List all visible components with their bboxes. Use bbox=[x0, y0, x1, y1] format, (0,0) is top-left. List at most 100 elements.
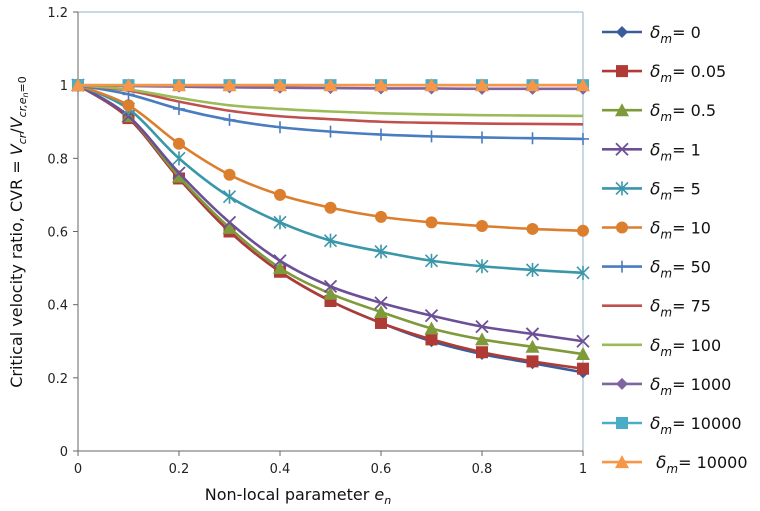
data-point bbox=[172, 78, 186, 92]
data-point bbox=[424, 253, 439, 268]
x-axis-ticks: 0 0.2 0.4 0.6 0.8 1 bbox=[74, 451, 587, 477]
legend-item: δm= 0.5 bbox=[602, 101, 716, 124]
data-point bbox=[616, 65, 628, 78]
data-point bbox=[425, 333, 438, 346]
data-point bbox=[323, 78, 338, 92]
y-tick-label: 1.2 bbox=[47, 6, 68, 21]
legend-label: δm= 50 bbox=[650, 258, 711, 281]
data-point bbox=[323, 279, 338, 294]
data-point bbox=[223, 168, 236, 181]
legend-item: δm= 10000 bbox=[602, 453, 748, 476]
data-point bbox=[615, 181, 629, 196]
data-point bbox=[173, 102, 185, 115]
data-point bbox=[476, 131, 488, 144]
data-point bbox=[374, 304, 388, 318]
data-point bbox=[526, 222, 539, 235]
data-point bbox=[222, 189, 237, 204]
x-tick-label: 0.6 bbox=[371, 462, 392, 477]
data-point bbox=[424, 321, 439, 335]
data-point bbox=[615, 103, 629, 117]
legend-label: δm= 10000 bbox=[650, 414, 742, 437]
data-point bbox=[424, 78, 439, 92]
series-8 bbox=[77, 83, 584, 118]
series-line bbox=[77, 83, 584, 126]
data-point bbox=[475, 319, 489, 334]
data-point bbox=[525, 339, 540, 353]
data-point bbox=[526, 132, 539, 145]
data-point bbox=[71, 78, 85, 92]
data-point bbox=[425, 130, 438, 143]
series-7 bbox=[77, 83, 584, 126]
legend-item: δm= 50 bbox=[602, 258, 711, 281]
data-point bbox=[526, 355, 539, 368]
data-point bbox=[576, 347, 590, 361]
data-point bbox=[475, 259, 489, 274]
x-tick-label: 0.4 bbox=[270, 462, 291, 477]
data-point bbox=[476, 346, 488, 359]
data-point bbox=[576, 78, 590, 92]
data-point bbox=[615, 142, 629, 156]
data-point bbox=[375, 210, 387, 223]
plot-area bbox=[77, 11, 584, 452]
x-tick-label: 0.2 bbox=[169, 462, 190, 477]
y-tick-label: 0.8 bbox=[47, 152, 68, 167]
data-point bbox=[122, 99, 135, 112]
data-point bbox=[616, 221, 628, 234]
data-point bbox=[577, 224, 589, 237]
legend-label: δm= 0.5 bbox=[650, 101, 716, 124]
y-tick-label: 0 bbox=[60, 445, 68, 460]
data-point bbox=[172, 151, 186, 166]
data-point bbox=[324, 201, 337, 214]
data-point bbox=[425, 216, 438, 229]
data-point bbox=[424, 309, 439, 323]
data-point bbox=[324, 125, 337, 138]
data-point bbox=[173, 137, 185, 150]
data-point bbox=[121, 78, 136, 92]
data-point bbox=[222, 220, 237, 234]
data-point bbox=[525, 262, 540, 277]
legend-label: δm= 10 bbox=[650, 219, 711, 242]
legend-item: δm= 1000 bbox=[602, 375, 731, 398]
legend-label: δm= 1 bbox=[650, 140, 701, 163]
data-point bbox=[375, 128, 387, 141]
legend-item: δm= 75 bbox=[602, 297, 711, 320]
data-point bbox=[375, 316, 387, 329]
data-point bbox=[374, 244, 388, 259]
series-4 bbox=[71, 78, 590, 280]
legend-label: δm= 75 bbox=[650, 297, 711, 320]
legend-item: δm= 100 bbox=[602, 336, 721, 359]
y-axis-title: Critical velocity ratio, CVR = Vcr/Vcr,e… bbox=[7, 76, 30, 388]
data-point bbox=[475, 332, 489, 346]
data-point bbox=[222, 78, 237, 92]
series-layer bbox=[71, 78, 590, 379]
data-point bbox=[616, 417, 628, 429]
data-point bbox=[616, 260, 628, 273]
legend-item: δm= 0.05 bbox=[602, 62, 726, 85]
series-11 bbox=[71, 78, 590, 92]
x-tick-label: 0.8 bbox=[472, 462, 493, 477]
data-point bbox=[615, 455, 629, 469]
data-point bbox=[576, 334, 590, 348]
y-tick-label: 0.2 bbox=[47, 372, 68, 387]
data-point bbox=[374, 78, 388, 92]
series-2 bbox=[71, 78, 590, 361]
data-point bbox=[476, 220, 488, 233]
legend-label: δm= 100 bbox=[650, 336, 721, 359]
legend-item: δm= 10000 bbox=[602, 414, 742, 437]
data-point bbox=[525, 78, 540, 92]
data-point bbox=[616, 377, 628, 390]
data-point bbox=[525, 327, 540, 341]
legend-label: δm= 0.05 bbox=[650, 62, 726, 85]
data-point bbox=[273, 215, 287, 230]
data-point bbox=[374, 296, 388, 310]
y-tick-label: 1 bbox=[60, 79, 68, 94]
data-point bbox=[616, 26, 628, 38]
x-tick-label: 1 bbox=[579, 462, 587, 477]
series-line bbox=[77, 84, 584, 356]
series-line bbox=[77, 83, 584, 118]
data-point bbox=[274, 121, 286, 134]
legend-item: δm= 10 bbox=[602, 219, 711, 242]
data-point bbox=[223, 113, 236, 126]
y-tick-label: 0.6 bbox=[47, 226, 68, 241]
